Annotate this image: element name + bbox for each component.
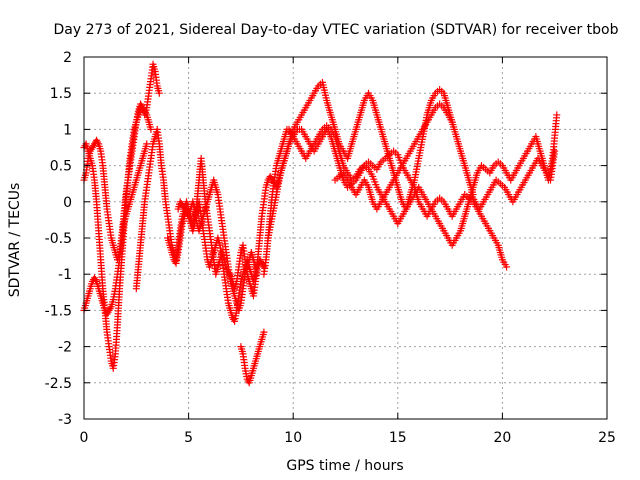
- gridlines: [84, 57, 607, 419]
- y-tick-label: 1: [63, 122, 72, 138]
- y-tick-label: 1.5: [50, 86, 72, 102]
- data-points: [80, 60, 561, 387]
- chart-title: Day 273 of 2021, Sidereal Day-to-day VTE…: [53, 22, 618, 38]
- x-tick-label: 20: [493, 430, 511, 446]
- x-axis-label: GPS time / hours: [286, 458, 403, 474]
- y-tick-label: 2: [63, 50, 72, 66]
- data-point: [448, 118, 456, 126]
- data-point: [155, 89, 163, 97]
- x-tick-label: 25: [598, 430, 616, 446]
- y-axis-label: SDTVAR / TECUs: [7, 183, 23, 298]
- x-tick-label: 0: [80, 430, 89, 446]
- data-point: [503, 263, 511, 271]
- y-tick-label: -3: [58, 412, 72, 428]
- y-tick-label: -1: [58, 267, 72, 283]
- data-point: [147, 125, 155, 133]
- data-point: [553, 111, 561, 119]
- x-tick-label: 5: [184, 430, 193, 446]
- axes: 0 5 10 15 20 25 -3 -2.5 -2 -1.5 -1 -0.5 0 0.5 1 1.5 2: [45, 50, 616, 446]
- y-tick-label: -0.5: [45, 231, 72, 247]
- y-tick-label: 0: [63, 195, 72, 211]
- data-point: [143, 140, 151, 148]
- y-tick-label: 0.5: [50, 159, 72, 175]
- x-tick-label: 15: [389, 430, 407, 446]
- y-tick-label: -1.5: [45, 303, 72, 319]
- x-tick-label: 10: [284, 430, 302, 446]
- data-point: [551, 147, 559, 155]
- y-tick-label: -2.5: [45, 376, 72, 392]
- data-point: [260, 328, 268, 336]
- y-tick-label: -2: [58, 340, 72, 356]
- data-point: [252, 263, 260, 271]
